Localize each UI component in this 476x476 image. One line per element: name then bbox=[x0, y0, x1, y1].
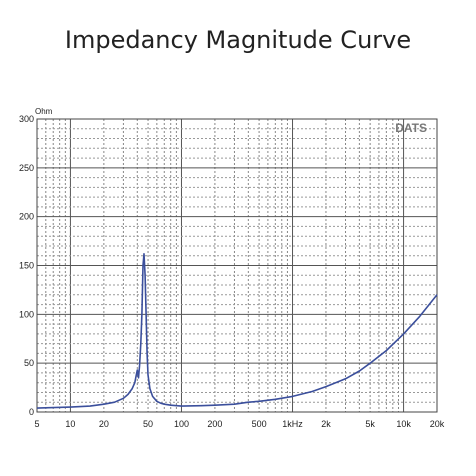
dats-watermark: DATS bbox=[395, 121, 427, 135]
x-tick-label: 20 bbox=[99, 419, 109, 429]
y-axis-unit-label: Ohm bbox=[35, 107, 53, 116]
x-tick-label: 5k bbox=[365, 419, 375, 429]
x-tick-label: 20k bbox=[430, 419, 445, 429]
y-tick-label: 150 bbox=[19, 261, 34, 271]
y-tick-label: 0 bbox=[29, 407, 34, 417]
grid-lines bbox=[36, 118, 438, 413]
x-tick-label: 100 bbox=[174, 419, 189, 429]
x-tick-label: 5 bbox=[34, 419, 39, 429]
y-tick-label: 300 bbox=[19, 114, 34, 124]
x-tick-label: 1kHz bbox=[282, 419, 303, 429]
plot-area-frame bbox=[36, 118, 438, 413]
y-tick-label: 100 bbox=[19, 309, 34, 319]
x-tick-label: 10 bbox=[65, 419, 75, 429]
x-tick-label: 10k bbox=[396, 419, 411, 429]
x-tick-label: 200 bbox=[207, 419, 222, 429]
x-tick-label: 50 bbox=[143, 419, 153, 429]
tick-labels: 5 10 20 50 100 200 500 1kHz 2k 5k 10k 20k 0 50 100 150 2… bbox=[19, 114, 445, 429]
x-tick-label: 500 bbox=[252, 419, 267, 429]
y-tick-label: 200 bbox=[19, 212, 34, 222]
x-tick-label: 2k bbox=[321, 419, 331, 429]
chart-title: Impedancy Magnitude Curve bbox=[64, 26, 412, 54]
y-tick-label: 250 bbox=[19, 163, 34, 173]
impedance-series-line bbox=[36, 253, 438, 409]
y-tick-label: 50 bbox=[24, 358, 34, 368]
